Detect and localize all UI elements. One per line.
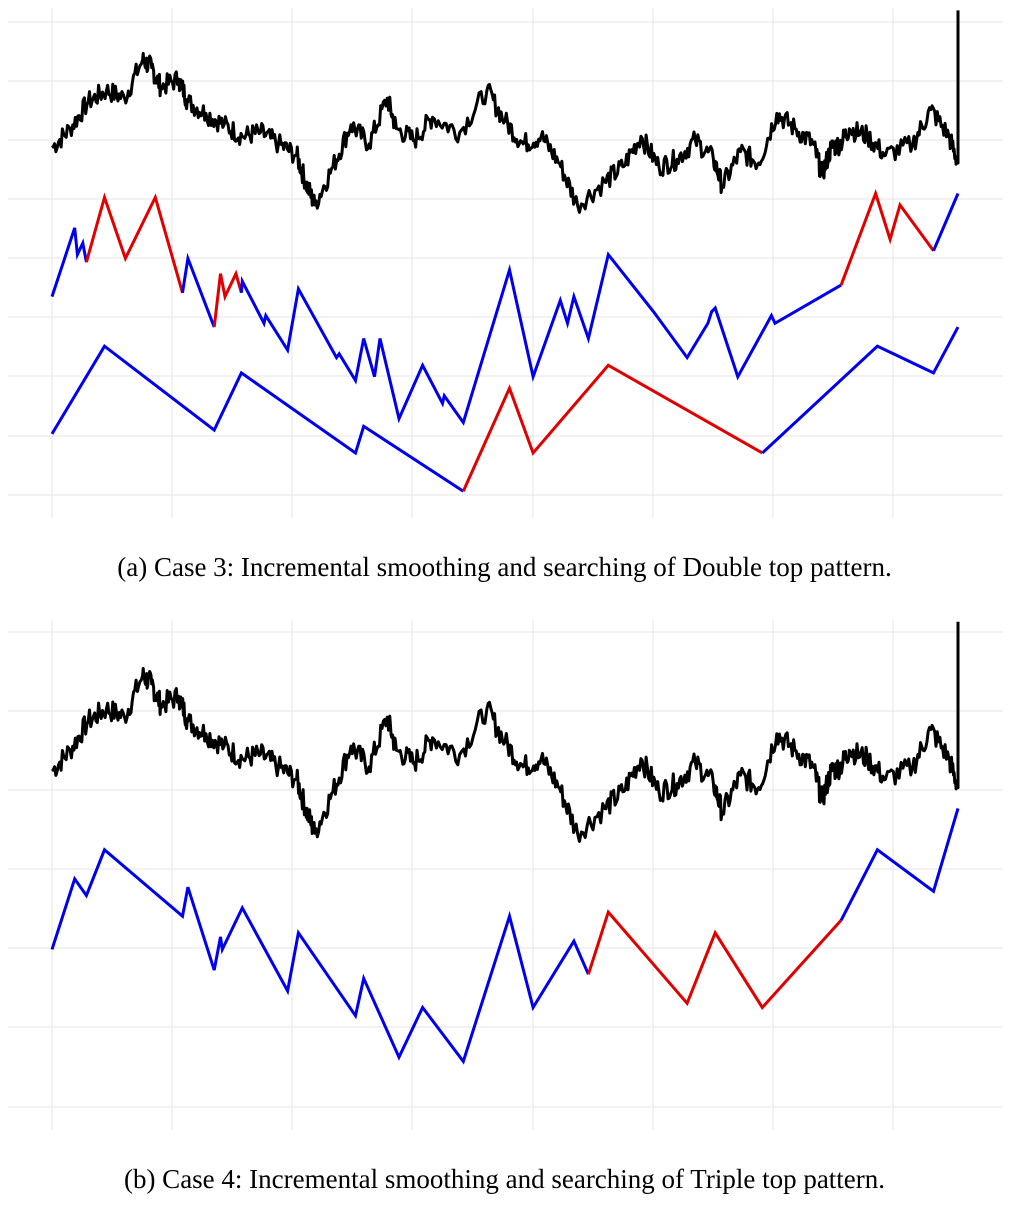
caption-a: (a) Case 3: Incremental smoothing and se… [117, 552, 892, 582]
smoothed-series-segment [181, 252, 216, 328]
chart-panel-b: (b) Case 4: Incremental smoothing and se… [0, 612, 1009, 1205]
caption-b: (b) Case 4: Incremental smoothing and se… [123, 1164, 886, 1194]
price-series-line [51, 10, 960, 214]
smoothed-series-segment [761, 326, 960, 455]
price-series-line [50, 621, 960, 843]
smoothed-series-segment [50, 227, 88, 298]
matched-pattern-segment [586, 909, 843, 1010]
matched-pattern-segment [212, 269, 243, 328]
smoothed-series-segment [839, 807, 960, 921]
line-chart-b [8, 620, 1003, 1130]
smoothed-series-segment [50, 343, 465, 493]
chart-panel-a: (a) Case 3: Incremental smoothing and se… [0, 0, 1009, 600]
matched-pattern-segment [839, 188, 935, 286]
matched-pattern-segment [461, 363, 764, 492]
smoothed-series-segment [50, 847, 590, 1065]
gridlines [8, 8, 1003, 518]
smoothed-series-segment [239, 251, 842, 426]
smoothed-series-segment [932, 192, 960, 252]
line-chart-a [8, 8, 1003, 518]
matched-pattern-segment [84, 192, 184, 294]
